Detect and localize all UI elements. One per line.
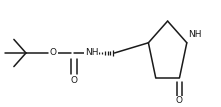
Text: O: O (50, 48, 57, 57)
Text: O: O (176, 96, 183, 105)
Text: NH: NH (85, 48, 99, 57)
Text: O: O (71, 76, 78, 85)
Text: NH: NH (188, 30, 201, 39)
